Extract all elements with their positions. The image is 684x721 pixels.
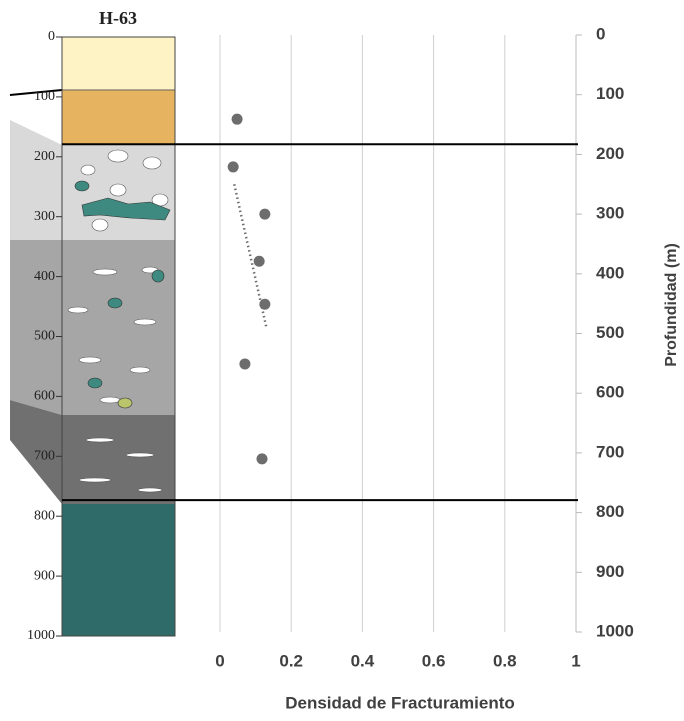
x-tick-label: 0.6 bbox=[422, 651, 446, 670]
lithology-column: H-63 bbox=[9, 8, 176, 637]
clasts bbox=[67, 149, 169, 493]
column-tick-label: 1000 bbox=[27, 628, 55, 643]
point bbox=[256, 453, 268, 465]
green-clasts bbox=[74, 180, 171, 389]
column-tick-label: 0 bbox=[48, 29, 55, 44]
x-tick-label: 0.2 bbox=[279, 651, 303, 670]
column-tick-label: 900 bbox=[34, 568, 55, 583]
point bbox=[231, 113, 243, 125]
clast bbox=[117, 397, 133, 409]
y-tick-label: 500 bbox=[596, 323, 624, 342]
layer bbox=[62, 504, 175, 636]
y-tick-label: 100 bbox=[596, 84, 624, 103]
y-tick-label: 0 bbox=[596, 24, 605, 43]
x-axis-title: Densidad de Fracturamiento bbox=[285, 693, 515, 712]
y-tick-label: 900 bbox=[596, 562, 624, 581]
column-tick-label: 100 bbox=[34, 89, 55, 104]
point bbox=[253, 255, 265, 267]
point bbox=[239, 358, 251, 370]
column-tick-label: 500 bbox=[34, 329, 55, 344]
y-tick-label: 600 bbox=[596, 383, 624, 402]
point bbox=[259, 208, 271, 220]
layer bbox=[10, 400, 175, 504]
y-tick-label: 1000 bbox=[596, 621, 634, 640]
y-tick-label: 400 bbox=[596, 263, 624, 282]
y-tick-label: 700 bbox=[596, 442, 624, 461]
x-tick-label: 1 bbox=[571, 651, 580, 670]
column-tick-label: 300 bbox=[34, 209, 55, 224]
contact-line bbox=[9, 89, 63, 96]
layer bbox=[61, 89, 176, 146]
column-tick-label: 600 bbox=[34, 389, 55, 404]
column-title: H-63 bbox=[99, 8, 137, 28]
x-tick-label: 0 bbox=[215, 651, 224, 670]
y-tick-label: 300 bbox=[596, 204, 624, 223]
y-tick-label: 800 bbox=[596, 502, 624, 521]
point bbox=[227, 161, 239, 173]
y-tick-label: 200 bbox=[596, 144, 624, 163]
point bbox=[259, 298, 271, 310]
layer bbox=[61, 36, 176, 91]
column-tick-label: 700 bbox=[34, 449, 55, 464]
column-tick-label: 200 bbox=[34, 149, 55, 164]
x-tick-label: 0.4 bbox=[351, 651, 375, 670]
y-axis-title: Profundidad (m) bbox=[663, 243, 680, 367]
x-tick-label: 0.8 bbox=[493, 651, 517, 670]
column-tick-label: 800 bbox=[34, 508, 55, 523]
column-tick-label: 400 bbox=[34, 269, 55, 284]
